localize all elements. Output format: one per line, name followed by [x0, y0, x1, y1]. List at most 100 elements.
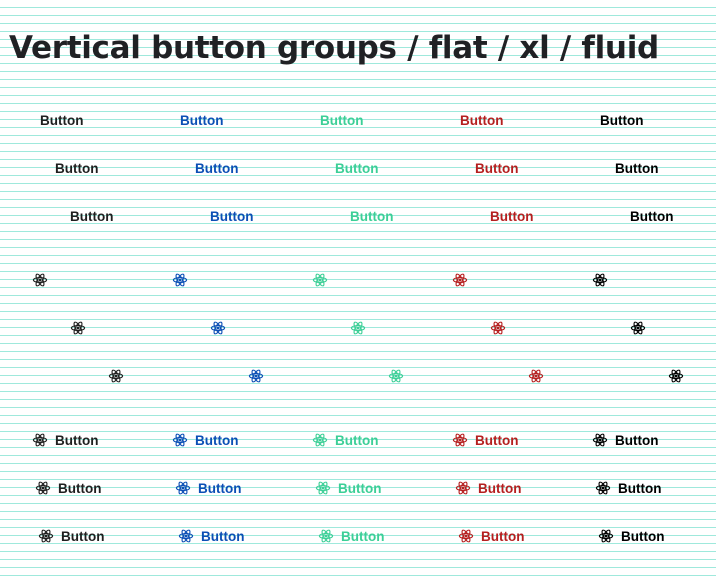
success-icon-button[interactable] [312, 270, 328, 290]
button-label: Button [615, 160, 659, 176]
default-icon-button[interactable] [70, 318, 86, 338]
button-label: Button [618, 480, 662, 496]
danger-icon-text-button[interactable]: Button [458, 526, 524, 546]
danger-icon-button[interactable] [490, 318, 506, 338]
dark-icon-text-button[interactable]: Button [598, 526, 664, 546]
button-label: Button [335, 160, 379, 176]
primary-text-button[interactable]: Button [210, 206, 253, 226]
button-label: Button [335, 432, 379, 448]
button-label: Button [481, 528, 525, 544]
atom-icon [595, 480, 611, 496]
button-label: Button [61, 528, 105, 544]
atom-icon [598, 528, 614, 544]
dark-icon-button[interactable] [630, 318, 646, 338]
atom-icon [668, 368, 684, 384]
atom-icon [312, 432, 328, 448]
button-label: Button [475, 160, 519, 176]
button-label: Button [475, 432, 519, 448]
atom-icon [70, 320, 86, 336]
atom-icon [592, 432, 608, 448]
atom-icon [178, 528, 194, 544]
primary-icon-button[interactable] [248, 366, 264, 386]
button-label: Button [350, 208, 394, 224]
atom-icon [452, 272, 468, 288]
primary-icon-button[interactable] [210, 318, 226, 338]
atom-icon [592, 272, 608, 288]
danger-icon-button[interactable] [528, 366, 544, 386]
success-text-button[interactable]: Button [335, 158, 378, 178]
success-text-button[interactable]: Button [350, 206, 393, 226]
dark-text-button[interactable]: Button [600, 110, 643, 130]
atom-icon [32, 272, 48, 288]
success-icon-text-button[interactable]: Button [318, 526, 384, 546]
primary-text-button[interactable]: Button [195, 158, 238, 178]
atom-icon [38, 528, 54, 544]
atom-icon [388, 368, 404, 384]
atom-icon [630, 320, 646, 336]
button-label: Button [490, 208, 534, 224]
dark-icon-text-button[interactable]: Button [595, 478, 661, 498]
default-text-button[interactable]: Button [55, 158, 98, 178]
primary-icon-text-button[interactable]: Button [172, 430, 238, 450]
button-label: Button [621, 528, 665, 544]
danger-text-button[interactable]: Button [490, 206, 533, 226]
atom-icon [455, 480, 471, 496]
dark-text-button[interactable]: Button [630, 206, 673, 226]
default-text-button[interactable]: Button [70, 206, 113, 226]
primary-icon-text-button[interactable]: Button [175, 478, 241, 498]
button-label: Button [195, 160, 239, 176]
button-label: Button [630, 208, 674, 224]
atom-icon [108, 368, 124, 384]
button-label: Button [320, 112, 364, 128]
button-label: Button [55, 432, 99, 448]
default-icon-button[interactable] [32, 270, 48, 290]
button-label: Button [201, 528, 245, 544]
atom-icon [248, 368, 264, 384]
atom-icon [490, 320, 506, 336]
button-label: Button [210, 208, 254, 224]
dark-text-button[interactable]: Button [615, 158, 658, 178]
danger-text-button[interactable]: Button [460, 110, 503, 130]
success-icon-text-button[interactable]: Button [315, 478, 381, 498]
atom-icon [458, 528, 474, 544]
dark-icon-button[interactable] [668, 366, 684, 386]
primary-icon-button[interactable] [172, 270, 188, 290]
atom-icon [528, 368, 544, 384]
button-label: Button [341, 528, 385, 544]
default-icon-text-button[interactable]: Button [35, 478, 101, 498]
success-icon-text-button[interactable]: Button [312, 430, 378, 450]
success-icon-button[interactable] [350, 318, 366, 338]
default-text-button[interactable]: Button [40, 110, 83, 130]
button-label: Button [478, 480, 522, 496]
default-icon-text-button[interactable]: Button [32, 430, 98, 450]
button-label: Button [460, 112, 504, 128]
danger-icon-text-button[interactable]: Button [455, 478, 521, 498]
primary-icon-text-button[interactable]: Button [178, 526, 244, 546]
button-label: Button [600, 112, 644, 128]
button-label: Button [615, 432, 659, 448]
button-label: Button [198, 480, 242, 496]
atom-icon [35, 480, 51, 496]
atom-icon [350, 320, 366, 336]
primary-text-button[interactable]: Button [180, 110, 223, 130]
dark-icon-text-button[interactable]: Button [592, 430, 658, 450]
atom-icon [210, 320, 226, 336]
success-text-button[interactable]: Button [320, 110, 363, 130]
button-label: Button [70, 208, 114, 224]
danger-icon-button[interactable] [452, 270, 468, 290]
danger-icon-text-button[interactable]: Button [452, 430, 518, 450]
default-icon-button[interactable] [108, 366, 124, 386]
button-label: Button [40, 112, 84, 128]
dark-icon-button[interactable] [592, 270, 608, 290]
atom-icon [315, 480, 331, 496]
button-label: Button [55, 160, 99, 176]
page-title: Vertical button groups / flat / xl / flu… [9, 30, 659, 66]
atom-icon [318, 528, 334, 544]
atom-icon [312, 272, 328, 288]
danger-text-button[interactable]: Button [475, 158, 518, 178]
default-icon-text-button[interactable]: Button [38, 526, 104, 546]
button-label: Button [195, 432, 239, 448]
atom-icon [32, 432, 48, 448]
atom-icon [172, 432, 188, 448]
success-icon-button[interactable] [388, 366, 404, 386]
